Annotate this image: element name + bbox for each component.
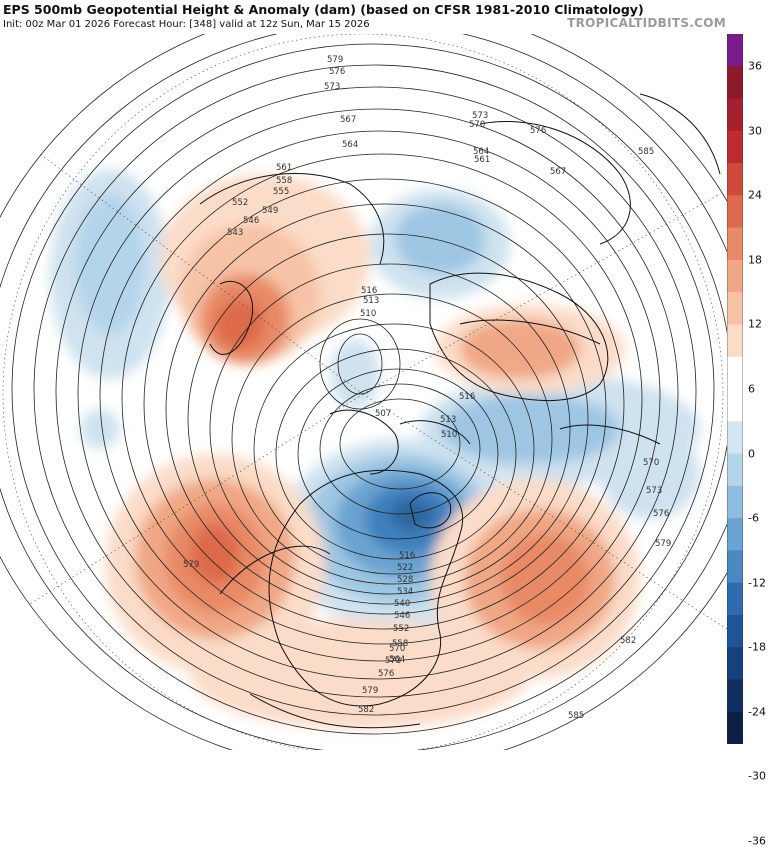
colorbar-tick-label: -30 bbox=[748, 769, 766, 783]
contour-label: 573 bbox=[646, 486, 662, 496]
colorbar-bin bbox=[727, 195, 743, 229]
contour-label: 576 bbox=[653, 509, 669, 519]
colorbar-tick-label: -24 bbox=[748, 705, 766, 719]
contour-label: 579 bbox=[183, 560, 199, 570]
colorbar-bin bbox=[727, 163, 743, 196]
contour-label: 513 bbox=[440, 415, 456, 425]
contour-label: 567 bbox=[340, 115, 356, 125]
height-contours bbox=[0, 34, 727, 750]
colorbar-bin bbox=[727, 34, 743, 67]
colorbar-bin bbox=[727, 647, 743, 680]
contour-label: 585 bbox=[568, 711, 584, 721]
contour-label: 570 bbox=[643, 458, 659, 468]
graticule bbox=[2, 34, 727, 750]
contour-label: 564 bbox=[342, 140, 358, 150]
contour-label: 516 bbox=[399, 551, 415, 561]
contour-label: 579 bbox=[327, 55, 343, 65]
colorbar-bin bbox=[727, 389, 743, 422]
contour-labels: 5795765735675645615585555525495465435735… bbox=[183, 55, 671, 721]
colorbar-bin bbox=[727, 582, 743, 616]
contour-label: 510 bbox=[360, 309, 376, 319]
colorbar-tick-label: 12 bbox=[748, 317, 762, 331]
contour-label: 510 bbox=[441, 430, 457, 440]
contour-label: 555 bbox=[273, 187, 289, 197]
contour-label: 570 bbox=[389, 644, 405, 654]
colorbar-tick-label: -12 bbox=[748, 576, 766, 590]
colorbar-bin bbox=[727, 66, 743, 100]
contour-label: 552 bbox=[232, 198, 248, 208]
colorbar-bin bbox=[727, 679, 743, 713]
colorbar-tick-label: 0 bbox=[748, 447, 755, 461]
colorbar-tick-label: -6 bbox=[748, 511, 759, 525]
positive-anomaly-east-asia bbox=[160, 174, 370, 364]
colorbar-bin bbox=[727, 227, 743, 261]
colorbar-bin bbox=[727, 130, 743, 164]
contour-label: 558 bbox=[276, 176, 292, 186]
contour-label: 567 bbox=[550, 167, 566, 177]
colorbar-tick-label: 6 bbox=[748, 382, 755, 396]
chart-title: EPS 500mb Geopotential Height & Anomaly … bbox=[3, 2, 644, 17]
contour-label: 561 bbox=[276, 163, 292, 173]
credit-watermark: TROPICALTIDBITS.COM bbox=[567, 16, 726, 30]
contour-label: 564 bbox=[389, 655, 405, 665]
colorbar-bin bbox=[727, 518, 743, 551]
chart-subtitle: Init: 00z Mar 01 2026 Forecast Hour: [34… bbox=[3, 19, 370, 30]
contour-label: 579 bbox=[362, 686, 378, 696]
contour-label: 513 bbox=[363, 296, 379, 306]
anomaly-shading bbox=[50, 169, 700, 729]
colorbar bbox=[727, 34, 743, 744]
contour-label: 546 bbox=[394, 611, 410, 621]
contour-label: 546 bbox=[243, 216, 259, 226]
contour-label: 549 bbox=[262, 206, 278, 216]
contour-label: 573 bbox=[385, 656, 401, 666]
contour-label: 522 bbox=[397, 563, 413, 573]
colorbar-tick-label: -18 bbox=[748, 640, 766, 654]
contour-label: 516 bbox=[361, 286, 377, 296]
contour-label: 585 bbox=[638, 147, 654, 157]
colorbar-bin bbox=[727, 292, 743, 325]
contour-label: 528 bbox=[397, 575, 413, 585]
contour-label: 561 bbox=[474, 155, 490, 165]
coastlines bbox=[199, 93, 721, 729]
contour-label: 573 bbox=[324, 82, 340, 92]
contour-label: 558 bbox=[392, 639, 408, 649]
contour-label: 570 bbox=[469, 120, 485, 130]
polar-map: 5795765735675645615585555525495465435735… bbox=[0, 34, 727, 750]
contour-label: 516 bbox=[459, 392, 475, 402]
contour-label: 582 bbox=[620, 636, 636, 646]
contour-label: 573 bbox=[472, 111, 488, 121]
colorbar-tick-label: 30 bbox=[748, 124, 762, 138]
colorbar-bin bbox=[727, 259, 743, 293]
colorbar-tick-label: 24 bbox=[748, 188, 762, 202]
contour-label: 507 bbox=[375, 409, 391, 419]
contour-label: 564 bbox=[473, 147, 489, 157]
colorbar-bin bbox=[727, 711, 743, 744]
colorbar-bin bbox=[727, 453, 743, 487]
contour-label: 576 bbox=[329, 67, 345, 77]
colorbar-bin bbox=[727, 550, 743, 584]
colorbar-bin bbox=[727, 98, 743, 132]
contour-label: 579 bbox=[655, 539, 671, 549]
contour-label: 582 bbox=[358, 705, 374, 715]
colorbar-bin bbox=[727, 324, 743, 358]
positive-anomaly-europe bbox=[435, 304, 625, 394]
colorbar-bin bbox=[727, 421, 743, 455]
contour-label: 534 bbox=[397, 587, 413, 597]
negative-anomaly-siberia bbox=[370, 189, 510, 299]
colorbar-tick-label: 18 bbox=[748, 253, 762, 267]
contour-label: 540 bbox=[394, 599, 410, 609]
colorbar-tick-label: -36 bbox=[748, 834, 766, 847]
colorbar-bin bbox=[727, 485, 743, 519]
colorbar-bin bbox=[727, 614, 743, 648]
colorbar-bin bbox=[727, 356, 743, 390]
contour-label: 576 bbox=[530, 126, 546, 136]
contour-label: 552 bbox=[393, 624, 409, 634]
contour-label: 576 bbox=[378, 669, 394, 679]
contour-label: 543 bbox=[227, 228, 243, 238]
colorbar-tick-label: 36 bbox=[748, 59, 762, 73]
